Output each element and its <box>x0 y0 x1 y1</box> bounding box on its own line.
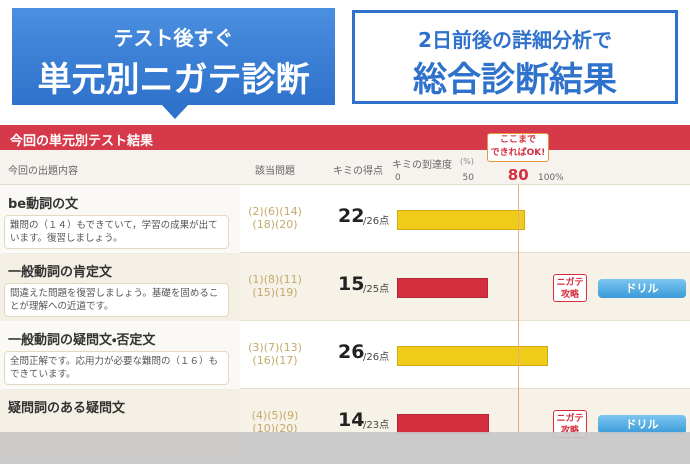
drill-button[interactable]: ドリル <box>598 415 686 434</box>
row-problems: (4)(5)(9) <box>251 409 299 422</box>
x-tick-label: 0 <box>395 173 401 183</box>
achievement-bar <box>397 210 526 230</box>
row-title: 疑問詞のある疑問文 <box>8 401 126 416</box>
table-title: 今回の単元別テスト結果 <box>10 134 154 149</box>
row-problems: (3)(7)(13) <box>248 341 302 354</box>
x-tick-label: 80 <box>507 166 529 184</box>
header-unit: (%) <box>460 157 474 166</box>
row-problems: (2)(6)(14) <box>248 205 302 218</box>
badge-line: 攻略 <box>560 290 579 300</box>
row-problems: (10)(20) <box>252 422 298 435</box>
header-problems: 該当問題 <box>255 166 295 177</box>
achievement-bar <box>397 414 490 434</box>
header-achievement: キミの到達度 <box>392 160 452 171</box>
right-banner-title: 総合診断結果 <box>413 60 617 100</box>
row-total: /26点 <box>363 352 390 363</box>
row-score: 22 <box>338 205 365 227</box>
right-banner-lead: 2日前後の詳細分析で <box>418 28 612 52</box>
x-tick-label: 100% <box>538 173 564 183</box>
badge: ニガテ 攻略 <box>553 274 587 302</box>
callout-line: ここまで <box>499 135 536 145</box>
row-title: 一般動詞の肯定文 <box>8 265 113 280</box>
row-problems: (15)(19) <box>252 286 298 299</box>
row-title: be動詞の文 <box>8 197 79 212</box>
row-problems: (1)(8)(11) <box>248 273 302 286</box>
row-score: 15 <box>338 273 365 295</box>
left-banner <box>12 8 335 105</box>
banner-pointer <box>161 104 189 119</box>
achievement-bar <box>397 278 488 298</box>
overlay <box>0 432 690 464</box>
header-row <box>0 150 690 185</box>
right-banner <box>352 10 678 104</box>
row-comment: 難問の（１４）もできていて，学習の成果が出ています。復習しましょう。 <box>4 215 229 249</box>
badge-line: ニガテ <box>556 278 584 288</box>
callout: ここまで できればOK! <box>487 133 549 162</box>
callout-line: できればOK! <box>490 148 546 158</box>
row-problems: (16)(17) <box>252 354 298 367</box>
header-score: キミの得点 <box>333 166 383 177</box>
row-total: /23点 <box>363 420 390 431</box>
drill-button[interactable]: ドリル <box>598 279 686 298</box>
achievement-bar <box>397 346 548 366</box>
x-tick-label: 50 <box>462 173 474 183</box>
grid-line <box>548 185 549 432</box>
badge-line: 攻略 <box>560 426 579 436</box>
left-banner-title: 単元別ニガテ診断 <box>37 60 310 100</box>
badge-line: ニガテ <box>556 414 584 424</box>
grid-line <box>473 185 474 432</box>
row-comment: 間違えた問題を復習しましょう。基礎を固めることが理解への近道です。 <box>4 283 229 317</box>
grid-line <box>517 185 519 432</box>
header-topic: 今回の出題内容 <box>8 166 78 177</box>
row-score: 26 <box>338 341 365 363</box>
table-title-bar <box>0 125 690 150</box>
grid-line <box>397 185 398 432</box>
row-problems: (18)(20) <box>252 218 298 231</box>
left-banner-lead: テスト後すぐ <box>113 26 234 50</box>
row-comment: 全問正解です。応用力が必要な難問の（１６）もできています。 <box>4 351 229 385</box>
row-total: /25点 <box>363 284 390 295</box>
row-score: 14 <box>338 409 365 431</box>
row-title: 一般動詞の疑問文・否定文 <box>8 333 156 348</box>
row-total: /26点 <box>363 216 390 227</box>
